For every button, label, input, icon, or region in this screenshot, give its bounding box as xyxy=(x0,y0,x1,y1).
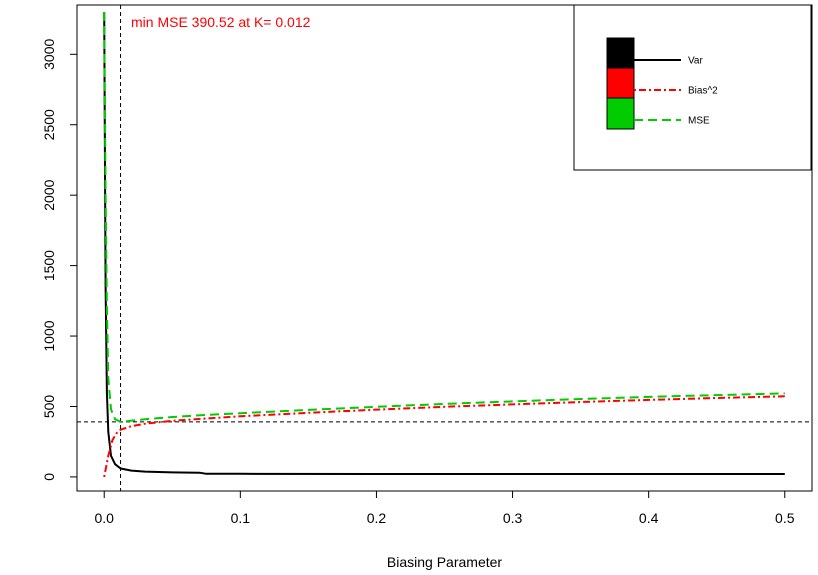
x-tick-label: 0.3 xyxy=(503,510,523,526)
y-tick-label: 3000 xyxy=(41,39,57,70)
x-tick-label: 0.0 xyxy=(94,510,114,526)
y-tick-label: 500 xyxy=(41,395,57,419)
x-tick-label: 0.4 xyxy=(639,510,659,526)
x-axis-title: Biasing Parameter xyxy=(387,554,503,570)
legend: Var Bias^2 MSE xyxy=(573,4,812,171)
y-tick-label: 0 xyxy=(41,473,57,481)
plot-marks xyxy=(77,5,812,491)
series-line-var xyxy=(103,11,785,475)
legend-swatch-mse xyxy=(606,97,635,130)
legend-label-bias-2: Bias^2 xyxy=(688,86,718,97)
axes: 0.0 0.1 0.2 0.3 0.4 0.5 0 500 1000 1500 2000 2500 30… xyxy=(41,39,795,526)
series-line-mse xyxy=(103,11,785,423)
y-tick-label: 2500 xyxy=(41,109,57,140)
legend-swatch-var xyxy=(606,37,635,70)
legend-label-var: Var xyxy=(688,56,703,67)
legend-swatch-bias-2 xyxy=(606,67,635,100)
min-mse-annotation: min MSE 390.52 at K= 0.012 xyxy=(131,14,311,30)
legend-label-mse: MSE xyxy=(688,116,710,127)
x-tick-label: 0.1 xyxy=(231,510,251,526)
x-tick-label: 0.2 xyxy=(367,510,387,526)
y-tick-label: 2000 xyxy=(41,179,57,210)
y-tick-label: 1500 xyxy=(41,250,57,281)
y-tick-label: 1000 xyxy=(41,320,57,351)
x-tick-label: 0.5 xyxy=(775,510,795,526)
